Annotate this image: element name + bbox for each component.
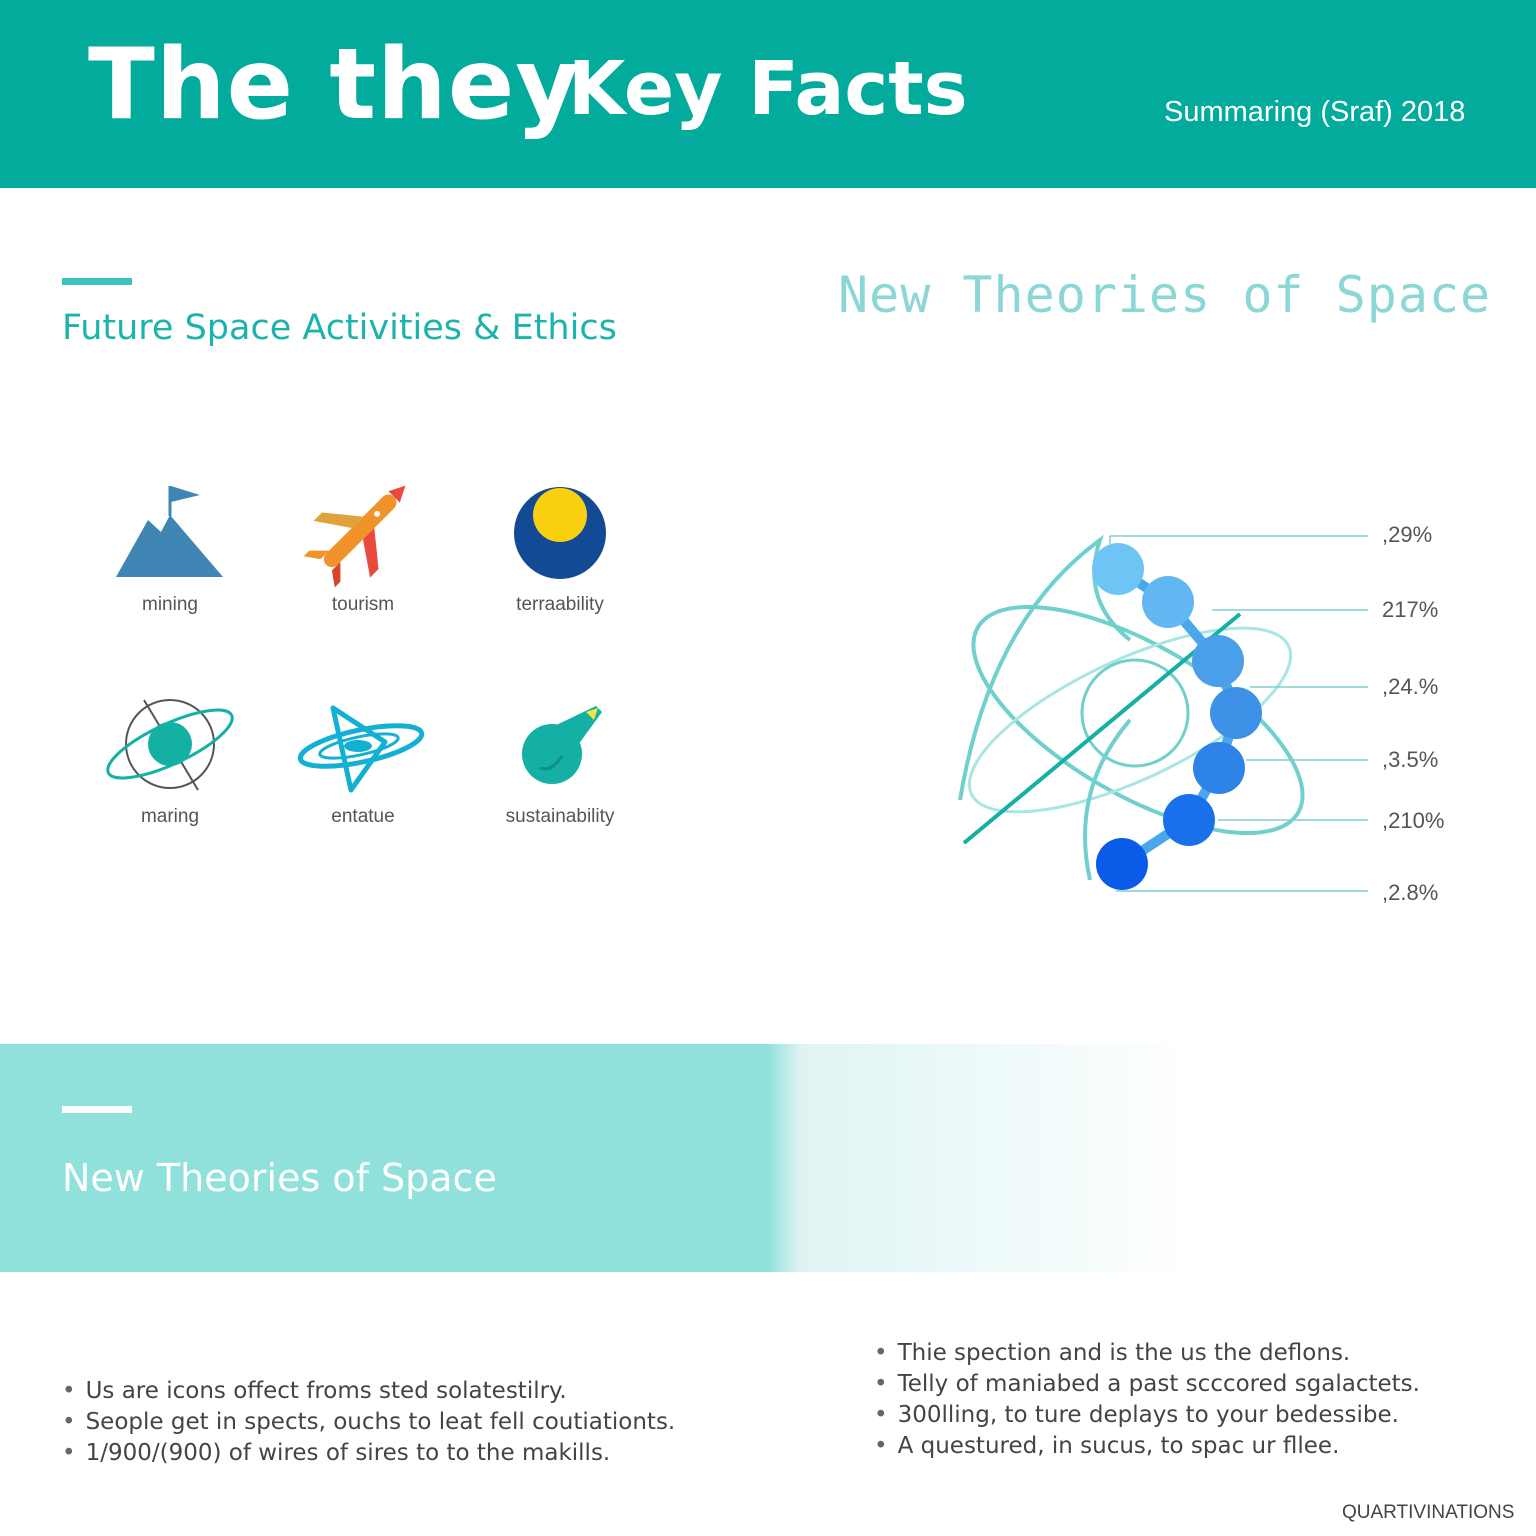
icon-tile-terraability: terraability [460, 480, 660, 650]
percent-labels: ,29% 217% ,24.% ,3.5% ,210% ,2.8% [1382, 522, 1444, 905]
bullet-list-left: Us are icons offect froms sted solatesti… [62, 1376, 676, 1469]
comet-icon [522, 706, 602, 784]
orbit-node [1142, 576, 1194, 628]
icon-label: sustainability [505, 806, 615, 827]
icon-label: mining [142, 594, 198, 615]
orbit-lines [958, 534, 1305, 881]
band-accent-bar [62, 1106, 132, 1113]
orbit-diagram: ,29% 217% ,24.% ,3.5% ,210% ,2.8% [958, 522, 1444, 905]
orbit-node [1210, 687, 1262, 739]
node-chain [1092, 543, 1262, 890]
list-item: 1/900/(900) of wires of sires to to the … [62, 1438, 675, 1469]
percent-label: ,210% [1382, 808, 1444, 833]
list-item: Telly of maniabed a past scccored sgalac… [874, 1369, 1420, 1400]
swirl-star-icon [297, 705, 425, 793]
planet-sun-icon [514, 487, 606, 579]
icon-label: maring [140, 806, 200, 827]
section-title-theories: New Theories of Space [838, 266, 1492, 324]
orbit-node [1092, 543, 1144, 595]
mountain-flag-icon [116, 486, 223, 577]
rocket-plane-icon [303, 485, 406, 588]
icon-tile-sustainability: sustainability [460, 690, 660, 860]
list-item: 300lling, to ture deplays to your bedess… [874, 1400, 1420, 1431]
theories-band [0, 1044, 1536, 1272]
page-title-part1: The they [88, 28, 581, 142]
percent-label: 217% [1382, 597, 1438, 622]
list-item: Thie spection and is the us the deflons. [874, 1338, 1420, 1369]
section-accent-bar [62, 278, 132, 285]
icon-tile-entatue: entatue [263, 690, 463, 860]
icon-tile-maring: maring [70, 690, 270, 860]
ringed-planet-icon [106, 699, 234, 791]
section-title-activities: Future Space Activities & Ethics [62, 308, 617, 348]
bullet-list-right: Thie spection and is the us the deflons.… [874, 1338, 1420, 1462]
percent-label: ,29% [1382, 522, 1432, 547]
page-subtitle: Summaring (Sraf) 2018 [1164, 96, 1466, 128]
orbit-node [1096, 838, 1148, 890]
percent-label: ,3.5% [1382, 747, 1438, 772]
orbit-node [1193, 742, 1245, 794]
icon-label: terraability [516, 594, 604, 615]
list-item: Seople get in spects, ouchs to leat fell… [62, 1407, 676, 1438]
header-banner: The they Key Facts Summaring (Sraf) 2018 [0, 0, 1536, 188]
callout-leaders [1109, 535, 1368, 892]
band-title: New Theories of Space [62, 1156, 497, 1200]
icon-label: tourism [331, 594, 395, 615]
list-item: Us are icons offect froms sted solatesti… [62, 1376, 675, 1407]
orbit-node [1163, 794, 1215, 846]
percent-label: ,24.% [1382, 674, 1438, 699]
page-title-part2: Key Facts [568, 46, 968, 132]
icon-label: entatue [331, 806, 395, 827]
footer-brand: QUARTIVINATIONS [1342, 1502, 1515, 1523]
list-item: A questured, in sucus, to spac ur fllee. [874, 1431, 1420, 1462]
orbit-node [1192, 635, 1244, 687]
icon-tile-tourism: tourism [263, 480, 463, 650]
icon-tile-mining: mining [70, 480, 270, 650]
percent-label: ,2.8% [1382, 880, 1438, 905]
